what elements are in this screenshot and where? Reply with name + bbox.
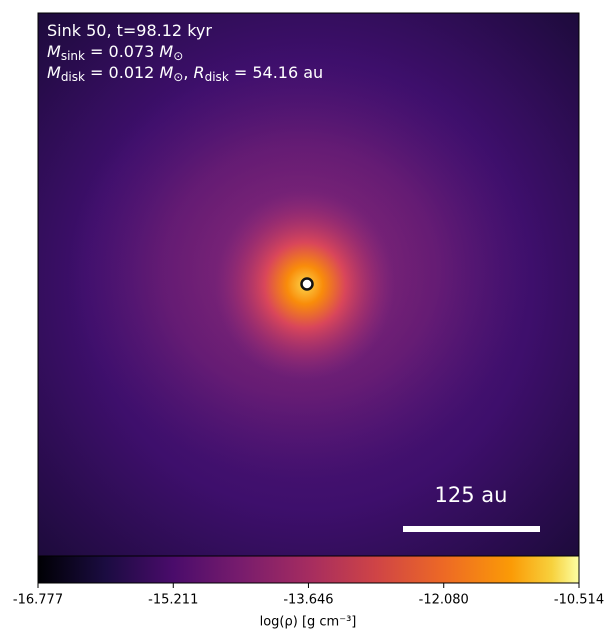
annotation-part: M — [47, 63, 61, 82]
annotation-part: M — [47, 42, 61, 61]
annotation-part: = 0.073 — [85, 42, 159, 61]
annotation-part: Sink 50, t=98.12 kyr — [47, 21, 212, 40]
annotation-part: M — [159, 42, 173, 61]
annotation-part: disk — [205, 70, 229, 84]
annotation-part: disk — [61, 70, 85, 84]
annotation-part: M — [159, 63, 173, 82]
annotation-part: ⊙ — [173, 70, 183, 84]
annotation-part: sink — [61, 49, 85, 63]
colorbar-tick-label: -16.777 — [13, 593, 63, 608]
annotation-part: ⊙ — [173, 49, 183, 63]
annotation-part: = 54.16 au — [229, 63, 323, 82]
scale-bar-label: 125 au — [435, 483, 508, 507]
annotation: Sink 50, t=98.12 kyr — [47, 21, 212, 40]
colorbar — [37, 555, 580, 584]
colorbar-tick-label: -12.080 — [419, 593, 469, 608]
annotation-part: , — [183, 63, 193, 82]
annotation-part: R — [193, 63, 204, 82]
annotation-part: = 0.012 — [85, 63, 159, 82]
colorbar-label: log(ρ) [g cm⁻³] — [260, 615, 357, 630]
colorbar-tick-label: -15.211 — [148, 593, 198, 608]
colorbar-tick-label: -10.514 — [554, 593, 604, 608]
sink-marker — [300, 277, 314, 291]
annotation: Mdisk = 0.012 M⊙, Rdisk = 54.16 au — [47, 63, 323, 84]
colorbar-tick-label: -13.646 — [283, 593, 333, 608]
density-map — [38, 13, 579, 556]
annotation: Msink = 0.073 M⊙ — [47, 42, 183, 63]
